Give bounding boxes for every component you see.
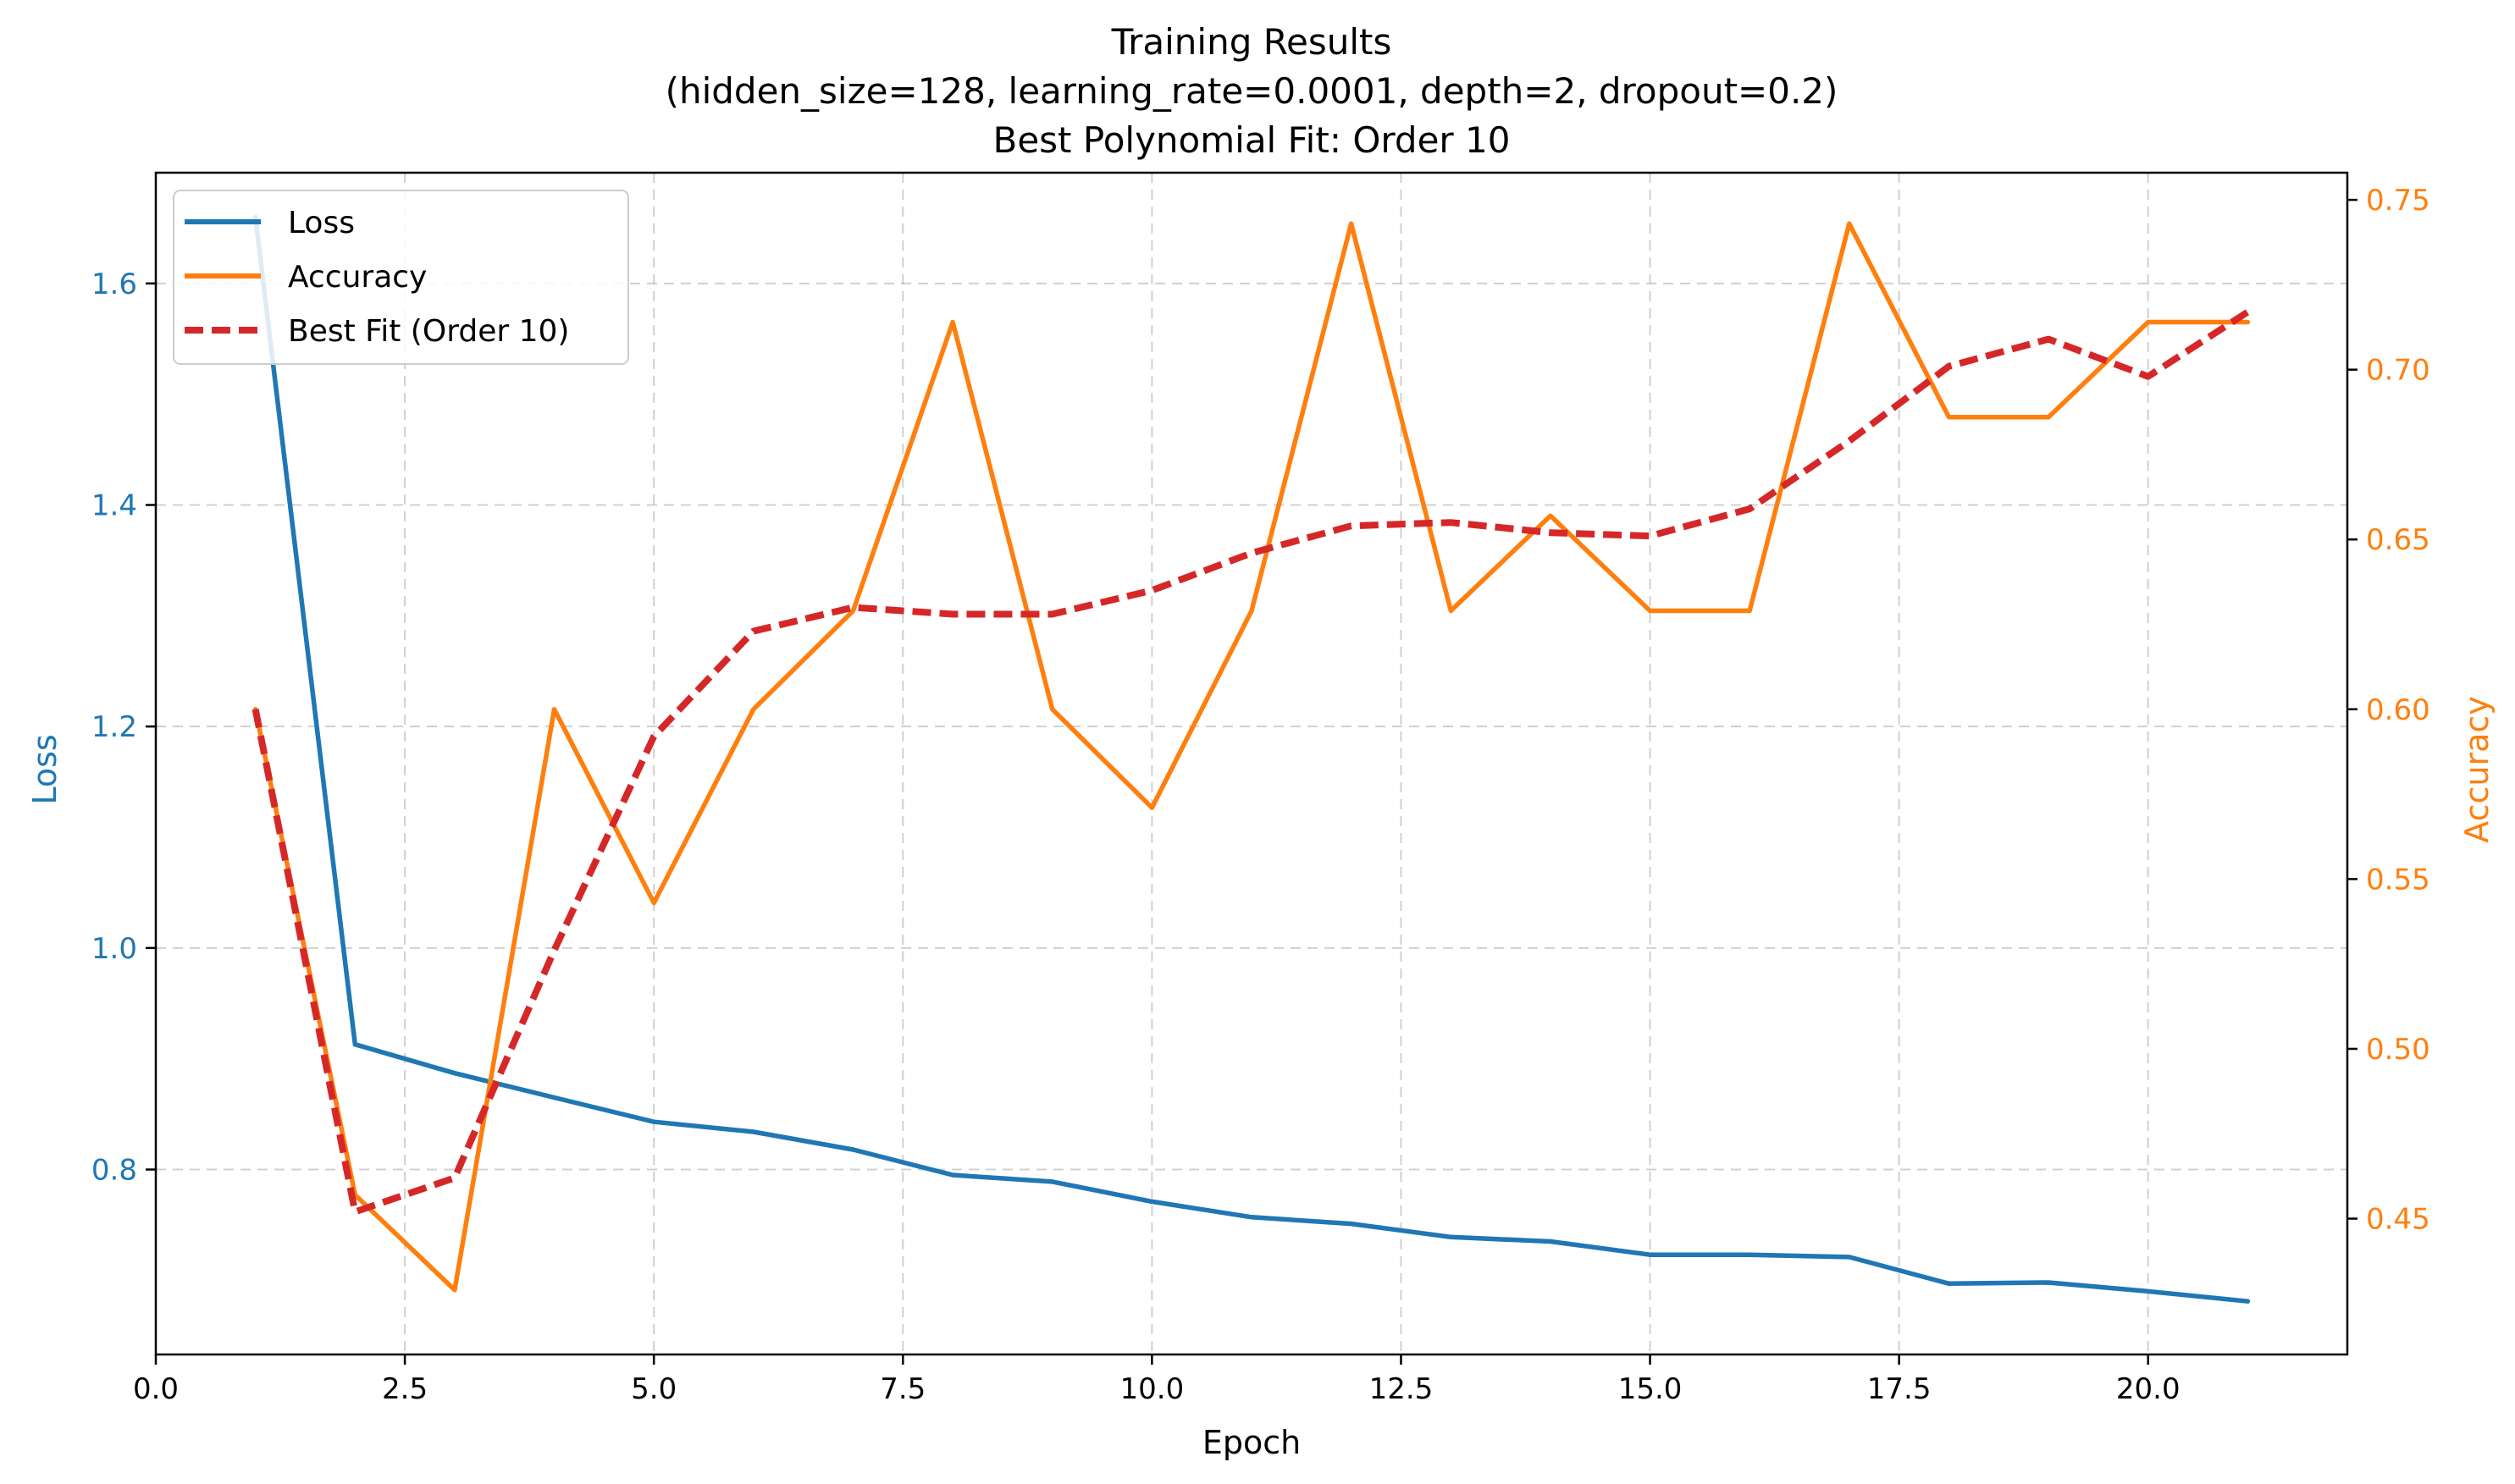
series-line-1 (252, 221, 2251, 1293)
y-right-tick-label-2: 0.55 (2366, 863, 2430, 896)
y-left-tick-label-2: 1.2 (91, 710, 137, 744)
y-left-axis-ticks: 0.8 1.0 1.2 1.4 1.6 (91, 268, 156, 1188)
y-left-tick-label-1: 1.0 (91, 932, 137, 966)
x-tick-label-8: 20.0 (2116, 1372, 2181, 1406)
y-right-tick-label-5: 0.70 (2366, 354, 2430, 388)
plot-frame (154, 171, 2349, 1356)
y-right-axis-ticks: 0.45 0.50 0.55 0.60 0.65 0.70 0.75 (2347, 184, 2430, 1237)
x-tick-label-7: 17.5 (1867, 1372, 1932, 1406)
plot-series (252, 214, 2251, 1304)
y-right-tick-label-4: 0.65 (2366, 523, 2430, 557)
chart-title: Training Results (hidden_size=128, learn… (666, 21, 1838, 161)
y-left-tick-label-3: 1.4 (91, 489, 137, 523)
legend: Loss Accuracy Best Fit (Order 10) (173, 190, 629, 365)
y-right-axis-label: Accuracy (2458, 696, 2496, 843)
x-tick-label-4: 10.0 (1120, 1372, 1185, 1406)
y-right-tick-label-3: 0.60 (2366, 693, 2430, 727)
chart-title-line-1: Training Results (1111, 21, 1392, 63)
series-line-2 (252, 309, 2250, 1216)
y-right-tick-label-0: 0.45 (2366, 1203, 2430, 1237)
x-tick-label-2: 5.0 (631, 1372, 677, 1406)
y-right-tick-label-6: 0.75 (2366, 184, 2430, 218)
chart-title-line-3: Best Polynomial Fit: Order 10 (993, 119, 1511, 161)
x-tick-label-0: 0.0 (133, 1372, 179, 1406)
series-line-0 (252, 214, 2251, 1304)
y-left-axis-label: Loss (26, 734, 64, 804)
x-tick-label-3: 7.5 (880, 1372, 926, 1406)
legend-label-best-fit: Best Fit (Order 10) (288, 314, 569, 349)
x-axis-ticks: 0.0 2.5 5.0 7.5 10.0 12.5 15.0 17.5 20.0 (133, 1354, 2181, 1406)
x-tick-label-6: 15.0 (1618, 1372, 1683, 1406)
legend-label-accuracy: Accuracy (288, 260, 427, 295)
legend-box (173, 190, 629, 365)
x-tick-label-1: 2.5 (382, 1372, 428, 1406)
x-axis-label: Epoch (1202, 1424, 1301, 1461)
chart-title-line-2: (hidden_size=128, learning_rate=0.0001, … (666, 70, 1838, 112)
legend-label-loss: Loss (288, 206, 355, 240)
x-tick-label-5: 12.5 (1369, 1372, 1434, 1406)
y-left-tick-label-4: 1.6 (91, 268, 137, 301)
y-right-tick-label-1: 0.50 (2366, 1033, 2430, 1067)
y-left-tick-label-0: 0.8 (91, 1154, 137, 1188)
